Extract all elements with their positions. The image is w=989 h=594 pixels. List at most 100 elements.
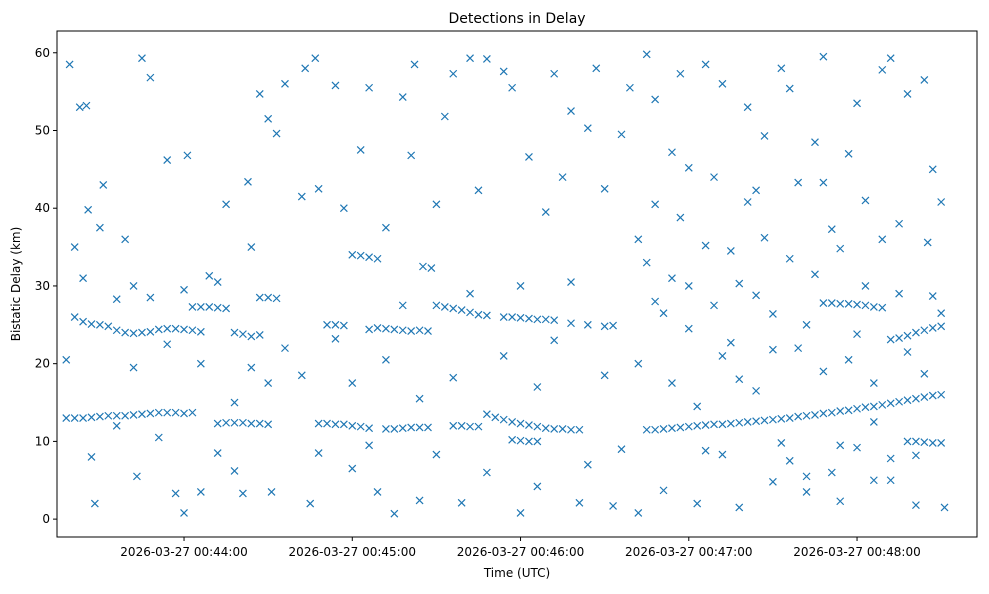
data-point bbox=[785, 254, 794, 263]
data-point bbox=[895, 219, 904, 228]
data-point bbox=[768, 345, 777, 354]
data-point bbox=[600, 371, 609, 380]
data-point bbox=[331, 81, 340, 90]
data-point bbox=[886, 54, 895, 63]
data-point bbox=[752, 386, 761, 395]
data-point bbox=[836, 299, 845, 308]
data-point bbox=[99, 180, 108, 189]
data-point bbox=[684, 163, 693, 172]
data-point bbox=[508, 83, 517, 92]
x-axis-ticks: 2026-03-27 00:44:00 2026-03-27 00:45:00 20… bbox=[120, 537, 921, 559]
data-point bbox=[104, 411, 113, 420]
data-point bbox=[474, 310, 483, 319]
data-point bbox=[617, 130, 626, 139]
data-point bbox=[255, 293, 264, 302]
data-point bbox=[205, 303, 214, 311]
data-point bbox=[903, 90, 912, 98]
data-point bbox=[920, 393, 929, 402]
data-point bbox=[768, 415, 777, 424]
data-point bbox=[112, 295, 121, 304]
data-point bbox=[180, 285, 188, 294]
data-point bbox=[121, 328, 130, 337]
data-point bbox=[693, 421, 702, 430]
data-point bbox=[82, 101, 91, 110]
data-point bbox=[272, 294, 281, 303]
data-point bbox=[339, 321, 348, 330]
data-point bbox=[726, 247, 735, 255]
data-point bbox=[718, 79, 727, 88]
data-point bbox=[205, 271, 214, 280]
data-point bbox=[516, 313, 525, 322]
data-point bbox=[912, 501, 920, 510]
data-point bbox=[777, 64, 786, 73]
data-point bbox=[87, 320, 96, 328]
data-point bbox=[65, 60, 74, 69]
data-point bbox=[331, 420, 340, 429]
data-point bbox=[356, 251, 365, 260]
data-point bbox=[912, 451, 920, 460]
data-point bbox=[238, 418, 247, 427]
data-point bbox=[196, 359, 205, 368]
data-point bbox=[752, 291, 761, 300]
data-point bbox=[373, 323, 382, 332]
data-point bbox=[541, 315, 550, 324]
data-point bbox=[609, 321, 617, 330]
data-point bbox=[457, 498, 466, 507]
data-point bbox=[457, 306, 466, 314]
data-point bbox=[701, 446, 710, 455]
data-point bbox=[760, 416, 769, 425]
data-point bbox=[668, 148, 676, 157]
data-point bbox=[314, 449, 323, 457]
data-point bbox=[365, 424, 374, 433]
data-point bbox=[491, 413, 500, 422]
data-point bbox=[365, 83, 374, 92]
data-point bbox=[373, 254, 382, 263]
data-point bbox=[853, 300, 861, 309]
data-point bbox=[937, 439, 946, 447]
data-point bbox=[95, 412, 104, 421]
data-points bbox=[62, 50, 949, 518]
data-point bbox=[903, 396, 912, 405]
data-point bbox=[861, 403, 870, 412]
data-point bbox=[583, 460, 592, 469]
data-point bbox=[525, 421, 533, 429]
data-point bbox=[171, 489, 180, 498]
data-point bbox=[356, 145, 365, 154]
data-point bbox=[693, 499, 702, 508]
y-tick-label: 40 bbox=[35, 201, 50, 215]
data-point bbox=[903, 348, 912, 356]
data-point bbox=[878, 400, 887, 409]
data-point bbox=[827, 225, 836, 234]
data-point bbox=[567, 107, 575, 115]
data-point bbox=[390, 509, 399, 518]
data-point bbox=[550, 69, 559, 78]
data-point bbox=[895, 397, 904, 406]
data-point bbox=[331, 334, 340, 343]
data-point bbox=[651, 200, 660, 209]
data-point bbox=[415, 496, 424, 505]
data-point bbox=[550, 425, 559, 433]
data-point bbox=[844, 299, 853, 308]
data-point bbox=[230, 398, 239, 407]
data-point bbox=[419, 262, 427, 271]
data-point bbox=[558, 173, 567, 182]
data-point bbox=[323, 320, 331, 329]
data-point bbox=[87, 413, 96, 422]
data-point bbox=[466, 54, 474, 63]
data-point bbox=[440, 112, 449, 121]
data-point bbox=[432, 450, 441, 459]
data-point bbox=[886, 335, 895, 344]
data-point bbox=[213, 449, 222, 457]
data-point bbox=[301, 64, 310, 73]
data-point bbox=[693, 402, 702, 411]
data-point bbox=[183, 151, 192, 160]
data-point bbox=[735, 418, 744, 427]
data-point bbox=[306, 499, 315, 508]
y-tick-label: 0 bbox=[42, 512, 50, 526]
data-point bbox=[407, 327, 416, 335]
data-point bbox=[79, 274, 88, 283]
data-point bbox=[264, 420, 273, 429]
data-point bbox=[525, 152, 533, 161]
data-point bbox=[508, 435, 517, 444]
data-point bbox=[112, 411, 121, 420]
